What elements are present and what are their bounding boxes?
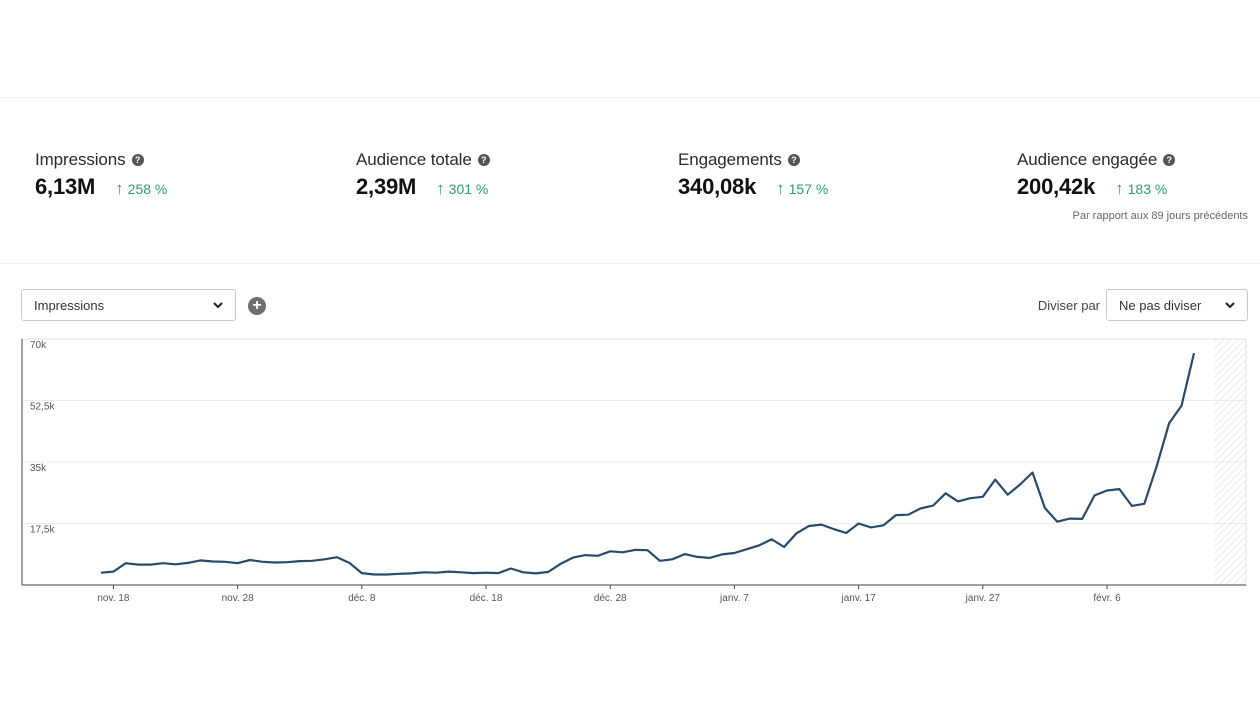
arrow-up-icon: ↑ [1115, 179, 1124, 198]
metric-label: Engagements [678, 150, 782, 169]
metric-audience-engagee: Audience engagée ? 200,42k ↑ 183 % [1017, 150, 1176, 200]
incomplete-period-hatch [1214, 339, 1246, 585]
x-tick-label: déc. 18 [470, 593, 503, 604]
metrics-divider [0, 263, 1260, 264]
help-icon[interactable]: ? [477, 154, 490, 166]
metric-value: 2,39M [356, 174, 417, 199]
x-tick-label: nov. 28 [222, 593, 254, 604]
arrow-up-icon: ↑ [776, 179, 785, 198]
metric-change: ↑ 183 % [1115, 179, 1167, 199]
metric-engagements: Engagements ? 340,08k ↑ 157 % [678, 150, 828, 200]
arrow-up-icon: ↑ [436, 179, 445, 198]
metric-select[interactable]: Impressions [21, 289, 236, 321]
metric-value: 6,13M [35, 174, 96, 199]
metric-change-value: 157 % [788, 181, 829, 197]
x-tick-label: déc. 28 [594, 593, 627, 604]
add-metric-icon[interactable]: + [248, 297, 266, 315]
metric-change-value: 258 % [127, 181, 168, 197]
metric-label: Audience engagée [1017, 150, 1158, 169]
x-tick-label: déc. 8 [348, 593, 376, 604]
metric-change-value: 183 % [1127, 181, 1168, 197]
x-tick-label: févr. 6 [1093, 593, 1121, 604]
y-tick-label: 70k [30, 340, 47, 351]
metric-label: Audience totale [356, 150, 472, 169]
impressions-line-chart: 17,5k 35k 52,5k 70k nov. 18 nov. 28 déc. 8 déc… [21, 338, 1247, 604]
help-icon[interactable]: ? [131, 154, 144, 166]
x-tick-label: janv. 17 [840, 593, 876, 604]
arrow-up-icon: ↑ [115, 179, 124, 198]
top-divider [0, 97, 1260, 98]
metric-select-value: Impressions [34, 297, 105, 313]
help-icon[interactable]: ? [787, 154, 800, 166]
x-tick-label: janv. 27 [965, 593, 1001, 604]
x-tick-label: nov. 18 [97, 593, 129, 604]
metric-change: ↑ 157 % [776, 179, 828, 199]
metric-change: ↑ 258 % [115, 179, 167, 199]
y-tick-label: 17,5k [30, 525, 55, 536]
metric-change: ↑ 301 % [436, 179, 488, 199]
y-tick-label: 52,5k [30, 402, 55, 413]
y-tick-label: 35k [30, 463, 47, 474]
metric-value: 340,08k [678, 174, 757, 199]
metric-impressions: Impressions ? 6,13M ↑ 258 % [35, 150, 167, 200]
metric-audience-totale: Audience totale ? 2,39M ↑ 301 % [356, 150, 490, 200]
comparison-note: Par rapport aux 89 jours précédents [1072, 210, 1249, 222]
chevron-down-icon [1225, 302, 1235, 309]
impressions-series-line[interactable] [100, 352, 1196, 576]
split-select[interactable]: Ne pas diviser [1106, 289, 1248, 321]
chevron-down-icon [213, 302, 223, 309]
help-icon[interactable]: ? [1163, 154, 1176, 166]
metric-change-value: 301 % [448, 181, 489, 197]
split-label: Diviser par [1037, 298, 1100, 313]
metric-label: Impressions [35, 150, 126, 169]
x-tick-label: janv. 7 [719, 593, 749, 604]
split-select-value: Ne pas diviser [1119, 297, 1202, 313]
metric-value: 200,42k [1017, 174, 1096, 199]
